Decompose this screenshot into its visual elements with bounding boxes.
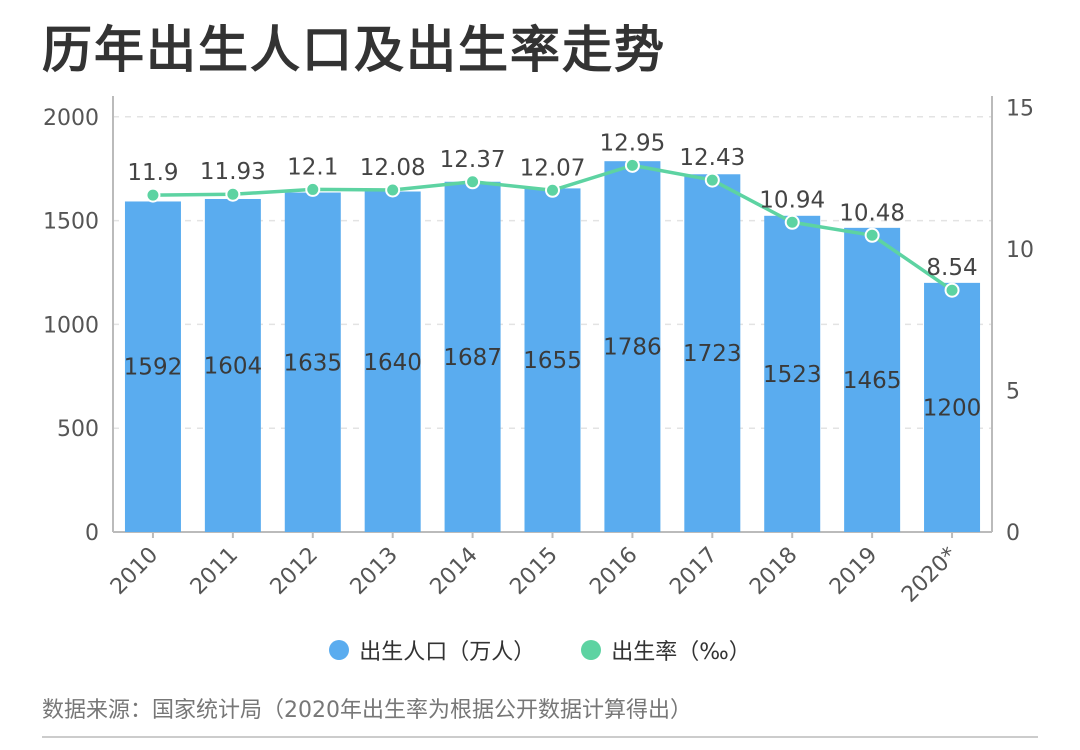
- rate-point: [545, 182, 560, 198]
- rate-value-label: 11.9: [127, 160, 178, 186]
- bar: [524, 188, 581, 532]
- legend-rate-label: 出生率（‰）: [611, 640, 751, 665]
- rate-point: [864, 227, 880, 243]
- bar-value-label: 1465: [843, 368, 902, 394]
- x-tick-label: 2017: [665, 543, 722, 600]
- source-note: 数据来源：国家统计局（2020年出生率为根据公开数据计算得出）: [42, 698, 692, 723]
- rate-value-label: 12.43: [679, 145, 745, 171]
- bar-value-label: 1687: [443, 345, 502, 371]
- rate-point: [624, 157, 640, 173]
- x-tick-label: 2015: [505, 543, 562, 600]
- rate-point: [465, 174, 481, 190]
- right-tick-label: 0: [1006, 521, 1020, 546]
- rate-value-label: 12.95: [599, 130, 665, 156]
- rate-point: [305, 181, 321, 197]
- legend-rate-swatch: [581, 640, 602, 660]
- legend: 出生人口（万人） 出生率（‰）: [0, 634, 1080, 666]
- rate-point: [145, 187, 161, 203]
- x-tick-label: 2010: [106, 543, 163, 600]
- rate-point: [385, 182, 401, 198]
- bar-value-label: 1200: [923, 395, 982, 421]
- bar-value-label: 1786: [603, 335, 662, 361]
- x-tick-label: 2019: [825, 543, 882, 600]
- rate-point: [944, 282, 960, 298]
- bar: [764, 215, 821, 532]
- legend-births-swatch: [329, 640, 350, 660]
- rate-value-label: 12.08: [360, 155, 426, 181]
- legend-item-rate[interactable]: 出生率（‰）: [581, 634, 751, 666]
- left-tick-label: 1500: [43, 210, 99, 235]
- legend-item-births[interactable]: 出生人口（万人）: [329, 634, 535, 666]
- x-tick-label: 2014: [426, 543, 483, 600]
- rate-value-label: 10.94: [759, 187, 825, 213]
- bar: [604, 161, 661, 532]
- bar-value-label: 1723: [683, 341, 742, 367]
- right-tick-label: 5: [1006, 379, 1020, 404]
- left-tick-label: 2000: [43, 106, 99, 131]
- rate-point: [225, 186, 241, 202]
- x-tick-label: 2011: [186, 543, 243, 600]
- divider: [42, 736, 1038, 738]
- bar: [204, 198, 261, 532]
- bar-value-label: 1604: [204, 353, 263, 379]
- left-tick-label: 500: [57, 417, 99, 442]
- bar: [364, 191, 421, 532]
- bar: [284, 192, 341, 533]
- x-tick-label: 2018: [745, 543, 802, 600]
- combo-chart: 0 500 1000 1500 2000 0 5 10 15 1592 2010 1604 2011 16…: [43, 96, 1034, 608]
- left-tick-label: 0: [85, 521, 99, 546]
- bar: [844, 227, 901, 533]
- bar: [684, 174, 741, 532]
- rate-value-label: 12.37: [440, 147, 506, 173]
- bar: [124, 201, 181, 533]
- rate-value-label: 8.54: [926, 255, 977, 281]
- right-tick-label: 10: [1006, 238, 1034, 263]
- x-tick-label: 2013: [346, 543, 403, 600]
- right-tick-label: 15: [1006, 96, 1034, 121]
- legend-births-label: 出生人口（万人）: [359, 640, 536, 665]
- bar: [924, 282, 981, 532]
- rate-point: [784, 214, 800, 230]
- x-tick-label: 2016: [585, 543, 642, 600]
- bar-value-label: 1640: [363, 350, 422, 376]
- rate-value-label: 12.1: [287, 154, 338, 180]
- x-tick-label: 2020*: [897, 543, 962, 608]
- rate-point: [704, 172, 720, 188]
- bar-value-label: 1523: [763, 362, 822, 388]
- rate-value-label: 11.93: [200, 159, 266, 185]
- chart-title: 历年出生人口及出生率走势: [42, 21, 666, 79]
- bar: [444, 181, 501, 532]
- rate-value-label: 12.07: [520, 155, 586, 181]
- bar-value-label: 1655: [523, 348, 582, 374]
- bar-value-label: 1592: [124, 355, 183, 381]
- left-tick-label: 1000: [43, 313, 99, 338]
- rate-value-label: 10.48: [839, 200, 905, 226]
- x-tick-label: 2012: [266, 543, 323, 600]
- bar-value-label: 1635: [283, 350, 342, 376]
